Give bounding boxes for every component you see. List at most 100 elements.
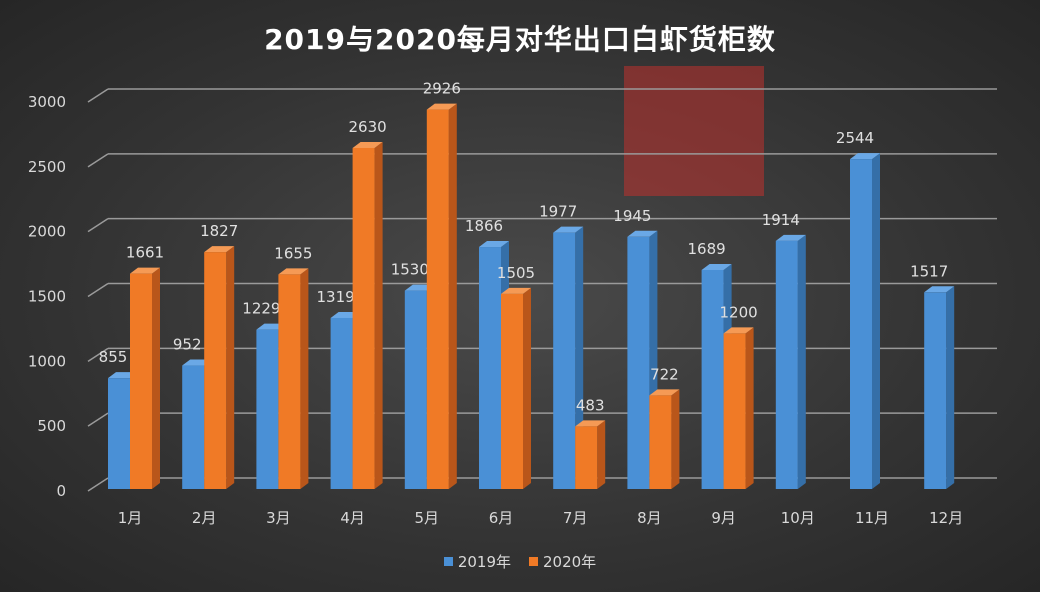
data-label: 1200 (720, 303, 758, 321)
y-tick-label: 500 (37, 417, 66, 435)
bar-top (701, 263, 732, 270)
bar-2019年 (108, 378, 130, 489)
bar-side (523, 287, 531, 489)
bar-side (745, 327, 754, 489)
bar-2019年 (182, 365, 205, 489)
y-tick-label: 3000 (28, 93, 66, 111)
chart-title: 2019与2020每月对华出口白虾货柜数 (264, 23, 776, 56)
x-tick-label: 8月 (637, 509, 662, 527)
bar-top (553, 226, 584, 233)
bar-side (448, 103, 457, 489)
legend-item-2019: 2019年 (443, 551, 511, 572)
y-tick-label: 2000 (28, 223, 66, 241)
bar-2020年 (501, 293, 523, 489)
bar-top (426, 103, 457, 110)
bar-2020年 (204, 252, 227, 489)
x-tick-label: 4月 (340, 509, 365, 527)
bar-top (850, 153, 880, 160)
legend-item-2020: 2020年 (529, 551, 596, 572)
data-label: 2630 (349, 118, 387, 136)
data-label: 1866 (465, 217, 503, 235)
data-label: 2926 (423, 80, 461, 98)
data-label: 483 (576, 396, 605, 414)
bar-2020年 (723, 333, 746, 489)
data-label: 1655 (274, 244, 312, 262)
bar-2019年 (404, 290, 427, 489)
bar-top (575, 420, 606, 427)
bar-side (374, 141, 383, 489)
bar-top (723, 327, 754, 334)
x-tick-label: 3月 (266, 509, 291, 527)
x-tick-label: 2月 (192, 509, 217, 527)
bar-top (204, 246, 235, 253)
data-label: 1505 (497, 264, 535, 282)
legend: 2019年 2020年 (0, 551, 1040, 572)
bar-side (226, 246, 235, 489)
bar-2020年 (130, 273, 152, 489)
bar-2020年 (278, 274, 301, 489)
bar-2020年 (426, 109, 449, 489)
gridline-diag (87, 412, 109, 427)
bar-side (872, 153, 880, 490)
x-tick-label: 9月 (711, 509, 736, 527)
bar-top (130, 267, 160, 274)
gridline-diag (87, 88, 109, 103)
x-tick-label: 11月 (855, 509, 889, 527)
y-tick-label: 0 (56, 482, 66, 500)
bar-2019年 (256, 329, 279, 489)
bar-2019年 (330, 317, 353, 489)
data-label: 1661 (126, 244, 164, 262)
bar-2020年 (649, 395, 672, 489)
data-label: 855 (99, 348, 128, 366)
bar-2020年 (352, 147, 375, 489)
data-label: 1319 (317, 288, 355, 306)
bar-side (597, 420, 606, 489)
gridline-diag (87, 218, 109, 233)
legend-label: 2020年 (543, 553, 597, 571)
watermark-logo (624, 66, 764, 196)
bar-top (627, 230, 658, 237)
bar-side (152, 267, 160, 489)
data-label: 1914 (762, 211, 800, 229)
bar-2020年 (575, 426, 598, 489)
gridline-diag (87, 282, 109, 298)
data-label: 1977 (539, 203, 577, 221)
bar-top (479, 241, 509, 248)
legend-label: 2019年 (457, 553, 511, 571)
bar-top (501, 287, 531, 294)
bar-2019年 (701, 269, 724, 489)
bar-top (775, 234, 806, 241)
gridline-diag (87, 153, 109, 168)
gridline-diag (87, 477, 109, 492)
x-tick-label: 10月 (781, 509, 815, 527)
gridline-diag (87, 347, 109, 362)
bar-side (300, 268, 309, 489)
bar-side (671, 389, 680, 489)
bar-2019年 (553, 232, 576, 490)
data-label: 1229 (242, 300, 280, 318)
data-label: 2544 (836, 129, 874, 147)
x-tick-label: 1月 (118, 509, 143, 527)
legend-swatch (443, 557, 453, 566)
data-label: 1530 (391, 261, 429, 279)
x-tick-label: 12月 (929, 509, 963, 527)
data-label: 952 (173, 336, 202, 354)
bar-2019年 (627, 236, 650, 489)
bar-top (278, 268, 309, 275)
x-tick-label: 6月 (489, 509, 514, 527)
x-tick-label: 7月 (563, 509, 588, 527)
bar-side (946, 286, 955, 489)
bar-top (924, 286, 955, 293)
bar-top (352, 141, 383, 148)
bar-side (797, 234, 806, 489)
y-tick-label: 1000 (28, 352, 66, 370)
data-label: 1827 (200, 222, 238, 240)
bar-2019年 (924, 292, 947, 489)
data-label: 1945 (613, 207, 651, 225)
x-tick-label: 5月 (415, 509, 440, 527)
y-tick-label: 1500 (28, 288, 66, 306)
y-tick-label: 2500 (28, 158, 66, 176)
bar-top (649, 389, 680, 396)
bar-2019年 (850, 159, 872, 490)
